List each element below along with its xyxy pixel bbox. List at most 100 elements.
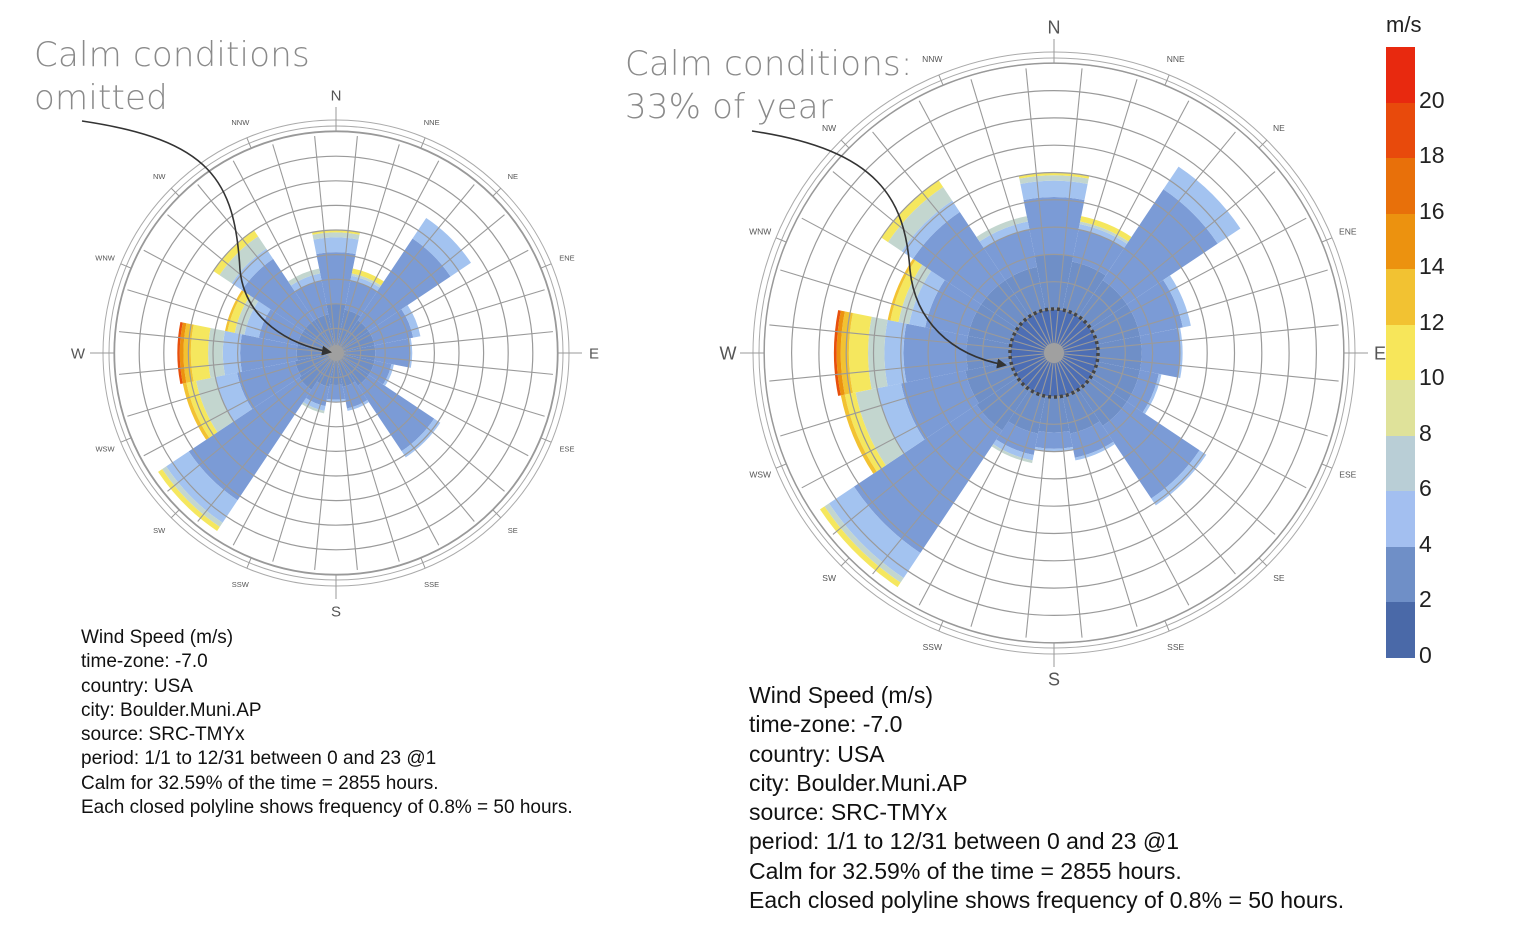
grid-spoke (1054, 358, 1083, 638)
direction-label-WSW: WSW (749, 470, 771, 480)
info-title: Wind Speed (m/s) (81, 627, 234, 648)
petal-N-band-1 (316, 252, 356, 305)
petal-SW-band-4 (819, 506, 901, 588)
frequency-ring (845, 144, 1263, 562)
grid-spoke (339, 249, 529, 352)
legend-title: m/s (1386, 12, 1422, 37)
grid-spoke (338, 184, 475, 351)
direction-label-S: S (1048, 669, 1060, 689)
direction-tick (1164, 620, 1170, 632)
direction-tick (120, 263, 132, 269)
grid-spoke (918, 358, 1052, 606)
direction-tick (775, 237, 787, 243)
legend-swatch (1386, 158, 1415, 214)
grid-spoke (339, 354, 529, 457)
petal-SW-band-1 (188, 377, 312, 501)
direction-label-SW: SW (822, 573, 836, 583)
grid-spoke (127, 353, 333, 417)
petal-NNE-band-4 (1080, 216, 1132, 242)
legend-swatch (1386, 47, 1415, 103)
petal-ENE-band-2 (401, 305, 421, 338)
direction-label-NE: NE (1273, 123, 1285, 133)
petal-SW-band-3 (162, 466, 223, 527)
direction-tick (840, 139, 850, 149)
petal-NE-band-0 (1078, 280, 1127, 329)
legend-swatch (1386, 602, 1415, 659)
petal-SE-band-2 (401, 418, 441, 458)
legend-swatch (1386, 435, 1415, 492)
color-legend-bar (1386, 47, 1415, 659)
grid-spoke (337, 160, 440, 350)
grid-spoke (336, 144, 400, 350)
legend-tick-label: 8 (1419, 419, 1432, 446)
petal-ENE-band-1 (1126, 280, 1183, 336)
direction-label-NE: NE (508, 172, 518, 181)
annotation-calm-33-percent: Calm conditions: 33% of year (625, 43, 913, 129)
grid-spoke (338, 214, 505, 351)
grid-spoke (769, 353, 1049, 382)
petal-NNW-band-3 (976, 216, 1028, 242)
info-block-right: Wind Speed (m/s) time-zone: -7.0 country… (749, 681, 1344, 915)
petal-W-band-1 (903, 323, 969, 383)
petal-WSW-band-3 (855, 388, 904, 466)
grid-spoke (339, 289, 545, 353)
frequency-ring (187, 204, 485, 502)
legend-swatch (1386, 380, 1415, 436)
legend-tick-label: 6 (1419, 475, 1432, 502)
info-timezone: time-zone: -7.0 (749, 711, 903, 738)
petal-SE-band-2 (1151, 450, 1207, 506)
legend-tick-label: 16 (1419, 197, 1445, 224)
direction-label-NNE: NNE (1167, 54, 1185, 64)
direction-tick (420, 137, 426, 149)
petal-NE-band-0 (336, 320, 369, 353)
petal-NNW-band-2 (290, 273, 322, 292)
legend-tick-label: 14 (1419, 253, 1445, 280)
petal-E-band-1 (374, 338, 410, 368)
petal-WNW-band-1 (925, 280, 982, 336)
direction-label-SSW: SSW (232, 580, 250, 589)
petal-NW-band-4 (213, 230, 259, 276)
petal-SE-band-0 (336, 353, 369, 386)
legend-tick-label: 2 (1419, 586, 1432, 613)
info-polyline: Each closed polyline shows frequency of … (749, 887, 1345, 914)
info-block-left: Wind Speed (m/s) time-zone: -7.0 country… (81, 626, 573, 820)
grid-spoke (1025, 68, 1054, 348)
direction-label-SSE: SSE (424, 580, 439, 589)
legend-tick-label: 0 (1419, 642, 1432, 668)
petal-NW-band-3 (888, 187, 953, 252)
annotation-line: Calm conditions: (625, 44, 913, 84)
petal-ENE-band-2 (1163, 275, 1191, 328)
direction-label-SE: SE (508, 526, 518, 535)
petal-WSW-band-5 (840, 394, 877, 474)
legend-swatch (1386, 491, 1415, 547)
grid-spoke (314, 356, 337, 571)
grid-spoke (335, 135, 358, 350)
petal-NW-band-1 (912, 211, 1006, 305)
petal-WNW-band-5 (887, 258, 916, 321)
grid-spoke (918, 100, 1052, 348)
grid-spoke (339, 331, 554, 354)
petal-NW-band-2 (901, 200, 960, 259)
annotation-line: omitted (34, 78, 168, 118)
frequency-ring (818, 117, 1290, 589)
grid-spoke (1059, 353, 1339, 382)
grid-spoke (1057, 357, 1236, 575)
direction-tick (1258, 139, 1268, 149)
petal-ESE-band-1 (368, 360, 392, 385)
direction-tick (540, 437, 552, 443)
petal-SE-band-0 (1078, 377, 1127, 426)
petal-W-band-0 (296, 345, 336, 361)
grid-spoke (118, 352, 333, 375)
petal-WNW-band-2 (909, 270, 945, 328)
grid-spoke (1055, 358, 1138, 627)
petal-NNW-band-2 (979, 221, 1030, 249)
petal-NE-band-1 (357, 238, 451, 332)
petal-SW-band-0 (976, 377, 1030, 431)
direction-tick (492, 509, 502, 519)
grid-spoke (1056, 100, 1190, 348)
direction-label-S: S (331, 603, 341, 620)
grid-spoke (272, 356, 336, 562)
grid-spoke (1059, 355, 1307, 489)
petal-ENE-band-0 (1090, 304, 1140, 345)
petal-W-band-4 (190, 324, 211, 382)
